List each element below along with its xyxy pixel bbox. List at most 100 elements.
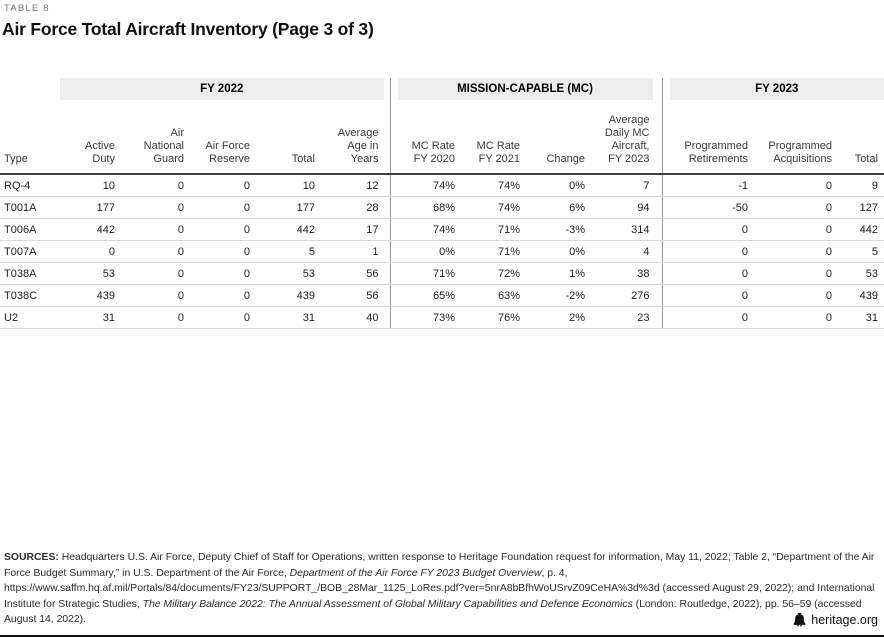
table-cell: 53 [835, 262, 884, 285]
table-cell: 31 [835, 306, 884, 329]
table-cell: 442 [60, 218, 118, 241]
liberty-bell-icon [793, 613, 806, 627]
table-cell: 2% [523, 306, 588, 329]
table-cell: 68% [389, 196, 458, 219]
table-cell: 56 [318, 262, 390, 285]
table-cell: 0 [60, 240, 118, 263]
table-row: T006A 442 0 0 442 17 74% 71% -3% 314 0 0 442 [0, 218, 884, 241]
table-row: T007A 0 0 0 5 1 0% 71% 0% 4 0 0 5 [0, 240, 884, 263]
table-cell: 40 [318, 306, 390, 329]
table-cell: 31 [253, 306, 318, 329]
table-row: T038A 53 0 0 53 56 71% 72% 1% 38 0 0 53 [0, 262, 884, 285]
table-cell: 0 [661, 240, 751, 263]
table-cell: 73% [389, 306, 458, 329]
table-cell: 439 [253, 284, 318, 307]
table-cell: -1 [661, 174, 751, 197]
sources-segment: Department of the Air Force FY 2023 Budg… [289, 567, 542, 579]
footer-brand-text: heritage.org [811, 613, 878, 627]
table-cell: 4 [588, 240, 662, 263]
table-cell: 439 [835, 284, 884, 307]
column-header: Programmed Acquisitions [751, 100, 835, 175]
row-label: T038A [0, 262, 60, 285]
row-label: U2 [0, 306, 60, 329]
row-label: T038C [0, 284, 60, 307]
table-cell: 0 [187, 218, 253, 241]
row-label: T001A [0, 196, 60, 219]
table-cell: 5 [835, 240, 884, 263]
row-label: RQ-4 [0, 174, 60, 197]
table-cell: -50 [661, 196, 751, 219]
table-cell: 0 [187, 262, 253, 285]
table-cell: -2% [523, 284, 588, 307]
table-cell: 0% [523, 174, 588, 197]
table-cell: 53 [253, 262, 318, 285]
sources-segment: SOURCES: [4, 552, 59, 564]
column-header: Total [253, 100, 318, 175]
group-header: FY 2022 [60, 78, 390, 100]
table-cell: 0 [751, 306, 835, 329]
group-header-label: MISSION-CAPABLE (MC) [397, 78, 653, 100]
footer-brand: heritage.org [793, 613, 878, 627]
aircraft-inventory-table: FY 2022 MISSION-CAPABLE (MC) FY 2023 Type Ac… [0, 78, 884, 329]
column-header: Air National Guard [118, 100, 187, 175]
table-cell: 177 [60, 196, 118, 219]
table-cell: 314 [588, 218, 662, 241]
bottom-rule [0, 635, 884, 637]
table-cell: 0% [389, 240, 458, 263]
table-cell: 0 [661, 262, 751, 285]
table-cell: 71% [389, 262, 458, 285]
table-row: T001A 177 0 0 177 28 68% 74% 6% 94 -50 0 127 [0, 196, 884, 219]
table-cell: 74% [458, 174, 523, 197]
table-cell: 5 [253, 240, 318, 263]
column-header: MC Rate FY 2020 [389, 100, 458, 175]
table-cell: 1% [523, 262, 588, 285]
column-header: Air Force Reserve [187, 100, 253, 175]
table-cell: -3% [523, 218, 588, 241]
table-number-label: TABLE 8 [4, 3, 50, 14]
row-label: T007A [0, 240, 60, 263]
table-cell: 71% [458, 240, 523, 263]
table-cell: 12 [318, 174, 390, 197]
table-cell: 65% [389, 284, 458, 307]
table-cell: 0 [187, 306, 253, 329]
table-cell: 23 [588, 306, 662, 329]
table-cell: 28 [318, 196, 390, 219]
column-header: Average Daily MC Aircraft, FY 2023 [588, 100, 662, 175]
table-cell: 94 [588, 196, 662, 219]
table-cell: 10 [253, 174, 318, 197]
group-header: MISSION-CAPABLE (MC) [389, 78, 662, 100]
table-cell: 0 [661, 306, 751, 329]
table-cell: 0 [118, 284, 187, 307]
sources-segment: (London: Routledge, 2022), pp. 56–59 (ac… [4, 598, 862, 626]
table-row: RQ-4 10 0 0 10 12 74% 74% 0% 7 -1 0 9 [0, 174, 884, 197]
table-cell: 9 [835, 174, 884, 197]
table-cell: 177 [253, 196, 318, 219]
table-cell: 76% [458, 306, 523, 329]
sources-segment: , p. 4, https://www.saffm.hq.af.mil/Port… [4, 567, 875, 610]
table-cell: 10 [60, 174, 118, 197]
column-header: Average Age in Years [318, 100, 390, 175]
table-cell: 0 [187, 174, 253, 197]
table-cell: 0 [751, 284, 835, 307]
table-cell: 53 [60, 262, 118, 285]
table-cell: 0 [187, 240, 253, 263]
table-cell: 0 [751, 196, 835, 219]
sources-segment: Headquarters U.S. Air Force, Deputy Chie… [4, 552, 875, 579]
table-cell: 63% [458, 284, 523, 307]
table-cell: 276 [588, 284, 662, 307]
table-cell: 0% [523, 240, 588, 263]
row-label: T006A [0, 218, 60, 241]
table-cell: 1 [318, 240, 390, 263]
table-cell: 0 [751, 174, 835, 197]
table-cell: 17 [318, 218, 390, 241]
column-header: MC Rate FY 2021 [458, 100, 523, 175]
table-cell: 71% [458, 218, 523, 241]
table-cell: 0 [118, 196, 187, 219]
table-cell: 442 [835, 218, 884, 241]
table-cell: 56 [318, 284, 390, 307]
table-cell: 0 [187, 284, 253, 307]
sources-segment: The Military Balance 2022: The Annual As… [142, 598, 633, 610]
table-cell: 0 [118, 240, 187, 263]
table-cell: 74% [389, 174, 458, 197]
table-cell: 0 [661, 284, 751, 307]
